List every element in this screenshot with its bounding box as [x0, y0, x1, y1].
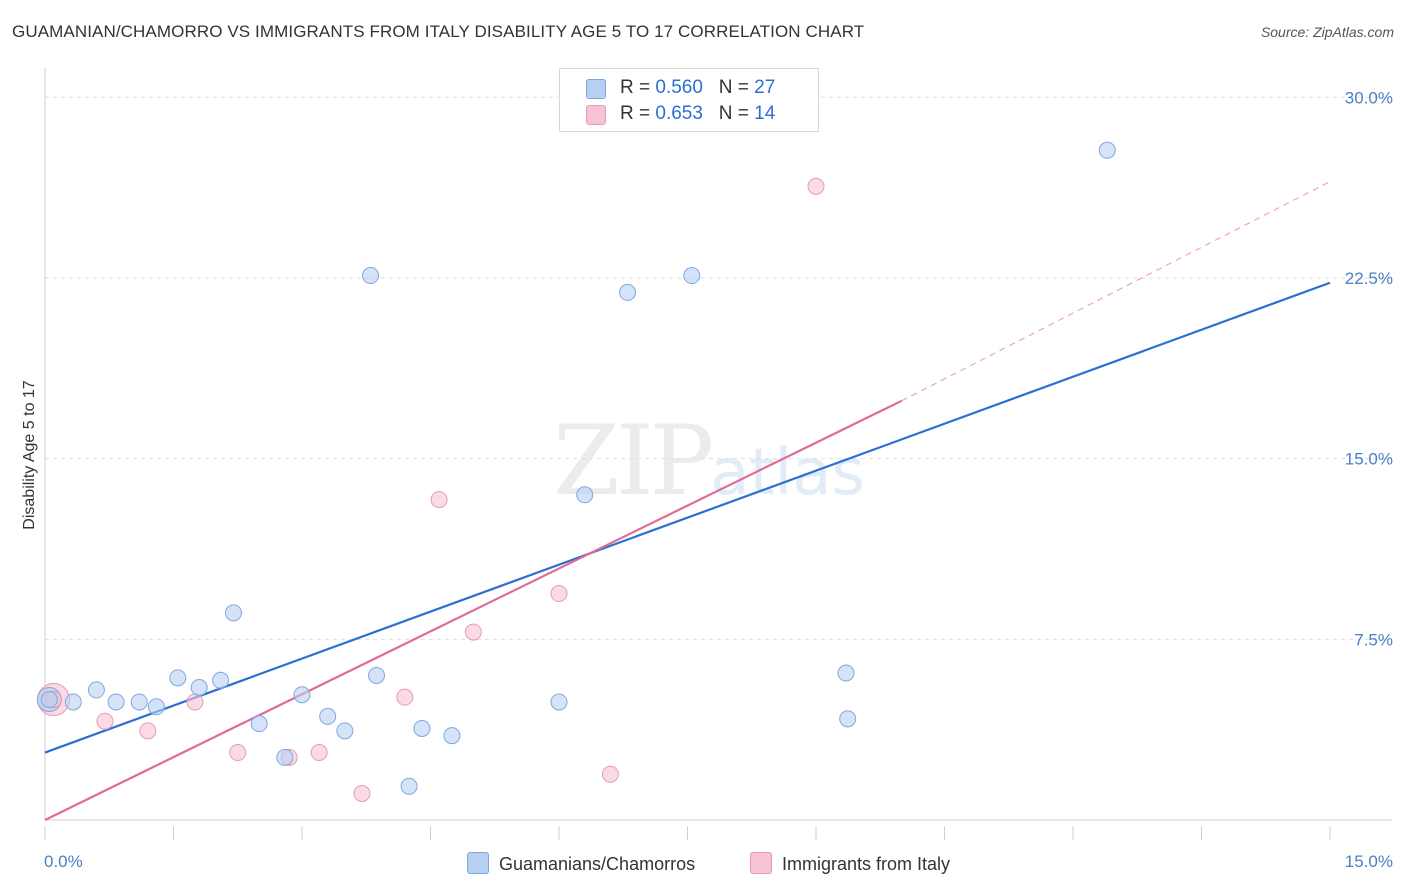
data-point-italy: [807, 177, 825, 195]
data-point-italy: [139, 722, 157, 740]
data-point-italy: [396, 688, 414, 706]
data-point-guamanians: [130, 693, 148, 711]
trend-line-italy-extension: [901, 181, 1331, 402]
data-point-guamanians: [276, 748, 294, 766]
data-point-guamanians: [212, 671, 230, 689]
data-point-guamanians: [40, 691, 58, 709]
bottom-legend-swatch-blue: [467, 852, 489, 874]
data-point-italy: [353, 785, 371, 802]
legend-swatch-blue: [586, 79, 606, 99]
data-point-italy: [430, 491, 448, 509]
trend-line-guamanians: [44, 281, 1331, 754]
data-point-italy: [310, 744, 328, 762]
data-point-italy: [550, 585, 568, 603]
data-point-italy: [464, 623, 482, 641]
legend-n-value: 14: [754, 103, 776, 124]
data-point-guamanians: [362, 267, 380, 285]
data-point-italy: [186, 693, 204, 711]
axes: [44, 68, 1392, 840]
legend-stats-guamanians: R = 0.560 N = 27: [620, 77, 775, 99]
legend-swatch-pink: [586, 105, 606, 125]
data-point-guamanians: [147, 698, 165, 716]
chart-title: GUAMANIAN/CHAMORRO VS IMMIGRANTS FROM IT…: [12, 22, 865, 41]
y-tick-label: 22.5%: [1345, 269, 1393, 288]
legend-n-value: 27: [754, 77, 776, 98]
data-point-guamanians: [169, 669, 187, 687]
data-point-italy: [229, 744, 247, 762]
gridlines: [45, 96, 1392, 640]
data-point-guamanians: [190, 679, 208, 696]
data-point-guamanians: [683, 267, 701, 285]
data-point-guamanians: [87, 681, 105, 699]
y-axis-label: Disability Age 5 to 17: [21, 380, 38, 530]
bottom-legend-label-italy: Immigrants from Italy: [782, 854, 951, 874]
data-point-guamanians: [400, 777, 418, 795]
legend-r-value: 0.653: [655, 103, 703, 124]
bottom-legend-guamanians: Guamanians/Chamorros: [467, 852, 695, 875]
x-tick-max: 15.0%: [1344, 852, 1393, 871]
data-point-italy: [96, 712, 114, 730]
data-point-guamanians: [293, 686, 311, 704]
data-points: [36, 141, 1116, 802]
data-point-guamanians: [1098, 141, 1116, 159]
y-tick-label: 7.5%: [1354, 630, 1393, 649]
data-point-guamanians: [250, 715, 268, 733]
data-point-guamanians: [64, 693, 82, 711]
data-point-italy: [601, 765, 619, 783]
bottom-legend-italy: Immigrants from Italy: [750, 852, 950, 875]
source-label: Source: ZipAtlas.com: [1260, 24, 1394, 40]
x-tick-min: 0.0%: [44, 852, 83, 871]
legend: R = 0.560 N = 27 R = 0.653 N = 14: [559, 68, 819, 132]
data-point-guamanians: [107, 693, 125, 711]
data-point-guamanians: [550, 693, 568, 711]
y-tick-label: 30.0%: [1345, 88, 1393, 107]
data-point-guamanians: [336, 722, 354, 740]
legend-r-label: R =: [620, 103, 656, 124]
data-point-guamanians: [837, 664, 855, 682]
data-point-guamanians: [619, 283, 637, 301]
legend-r-value: 0.560: [655, 77, 703, 98]
data-point-guamanians: [576, 486, 594, 504]
y-tick-labels: 7.5% 15.0% 22.5% 30.0%: [1345, 88, 1393, 649]
legend-stats-italy: R = 0.653 N = 14: [620, 103, 775, 125]
data-point-guamanians: [368, 666, 386, 684]
data-point-guamanians: [443, 727, 461, 745]
legend-n-label: N =: [718, 103, 755, 124]
y-tick-label: 15.0%: [1345, 450, 1393, 469]
data-point-guamanians: [319, 707, 337, 725]
bottom-legend-label-guamanians: Guamanians/Chamorros: [499, 854, 696, 874]
data-point-guamanians: [224, 604, 242, 622]
watermark-atlas: atlas: [710, 436, 865, 510]
legend-r-label: R =: [620, 77, 656, 98]
trend-lines: [44, 181, 1331, 821]
trend-line-italy: [44, 399, 903, 821]
data-point-guamanians: [413, 719, 431, 737]
data-point-guamanians: [839, 710, 857, 728]
legend-n-label: N =: [718, 77, 755, 98]
bottom-legend-swatch-pink: [750, 852, 772, 874]
